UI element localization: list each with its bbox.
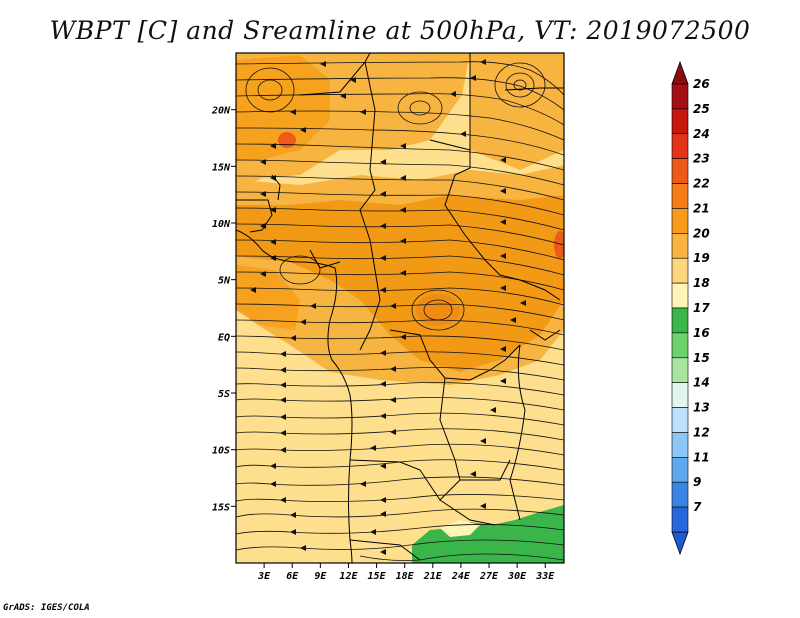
lat-label: EQ <box>218 332 230 343</box>
lat-label: 20N <box>211 106 231 117</box>
colorbar-label: 18 <box>693 276 710 290</box>
colorbar-swatch <box>671 208 689 234</box>
shade-hotspot-east <box>554 231 564 259</box>
colorbar-swatch <box>671 457 689 483</box>
colorbar-label: 14 <box>693 376 710 390</box>
colorbar: 26 25 24 23 22 21 20 19 18 17 16 15 14 13 12 11 9 7 <box>671 60 710 556</box>
lon-label: 18E <box>396 571 415 582</box>
colorbar-label: 21 <box>693 201 710 215</box>
shade-central-band-21c <box>236 195 564 372</box>
lon-label: 9E <box>314 571 327 582</box>
shade-southwest-21c <box>236 265 300 330</box>
temperature-shading <box>236 53 564 563</box>
map-frame <box>235 52 565 564</box>
lon-label: 6E <box>286 571 299 582</box>
lat-label: 5N <box>218 276 231 287</box>
colorbar-swatch <box>671 357 689 383</box>
colorbar-label: 26 <box>693 77 710 91</box>
colorbar-label: 13 <box>693 401 710 415</box>
lon-label: 24E <box>451 571 471 582</box>
colorbar-label: 22 <box>693 177 710 191</box>
colorbar-label: 9 <box>693 475 701 489</box>
colorbar-swatch <box>671 481 689 508</box>
shade-south-green-17c <box>412 505 564 563</box>
colorbar-label: 25 <box>693 102 710 116</box>
axis-ticks: 20N 15N 10N 5N EQ 5S 10S 15S 3E 6E 9E 12E 15E 18E 21E 2… <box>211 106 555 582</box>
colorbar-bottom-arrow <box>671 531 689 556</box>
colorbar-top-arrow <box>671 60 689 85</box>
colorbar-swatch <box>671 432 689 458</box>
lon-label: 33E <box>535 571 555 582</box>
colorbar-swatch <box>671 133 689 159</box>
colorbar-swatch <box>671 158 689 184</box>
lon-label: 21E <box>423 571 443 582</box>
colorbar-label: 24 <box>693 127 710 141</box>
colorbar-label: 16 <box>693 326 710 340</box>
lat-label: 10N <box>212 219 231 230</box>
shade-core-22c <box>416 294 460 326</box>
lat-label: 5S <box>218 389 230 400</box>
colorbar-label: 20 <box>693 226 710 240</box>
colorbar-label: 12 <box>693 425 710 439</box>
lat-label: 10S <box>212 446 230 457</box>
colorbar-swatch <box>671 382 689 408</box>
map-title: WBPT [C] and Sreamline at 500hPa, VT: 20… <box>49 16 751 45</box>
colorbar-swatch <box>671 108 689 135</box>
colorbar-swatch <box>671 83 689 110</box>
lon-label: 15E <box>368 571 387 582</box>
lat-label: 15S <box>212 502 230 513</box>
colorbar-swatch <box>671 407 689 433</box>
shade-northeast-20c <box>470 53 564 170</box>
colorbar-label: 11 <box>693 450 710 464</box>
colorbar-swatch <box>671 257 689 284</box>
colorbar-swatch <box>671 233 689 259</box>
shade-north-21c <box>236 55 330 160</box>
colorbar-swatch <box>671 282 689 309</box>
credit-label: GrADS: IGES/COLA <box>3 603 90 613</box>
colorbar-label: 19 <box>693 251 710 265</box>
colorbar-label: 15 <box>693 351 710 365</box>
colorbar-label: 7 <box>693 500 702 514</box>
streamlines <box>236 61 564 561</box>
colorbar-swatch <box>671 506 689 533</box>
colorbar-label: 17 <box>693 301 710 315</box>
colorbar-swatch <box>671 183 689 209</box>
map-panel <box>235 52 565 564</box>
lon-label: 12E <box>339 571 358 582</box>
lat-label: 15N <box>212 162 231 173</box>
lon-label: 30E <box>507 571 527 582</box>
lon-label: 3E <box>257 571 271 582</box>
country-borders <box>236 53 564 563</box>
colorbar-label: 23 <box>693 152 710 166</box>
streamline-arrows <box>250 59 526 555</box>
colorbar-swatch <box>671 307 689 334</box>
colorbar-swatch <box>671 332 689 359</box>
shade-hotspot-north <box>278 132 296 148</box>
lon-label: 27E <box>479 571 499 582</box>
